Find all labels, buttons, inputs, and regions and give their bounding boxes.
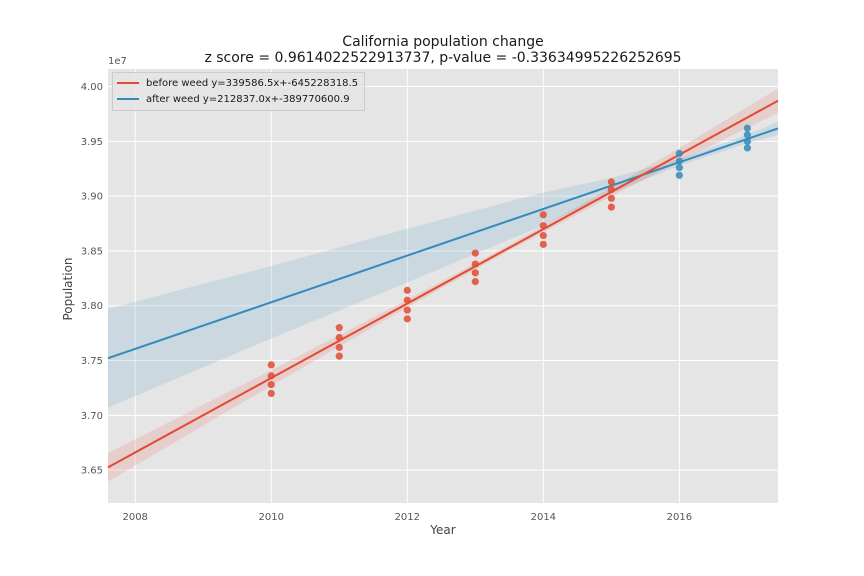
data-point-before (267, 389, 275, 398)
data-point-before (267, 381, 275, 389)
data-point-before (335, 324, 343, 332)
data-point-before (471, 249, 479, 257)
data-point-before (471, 260, 479, 268)
data-point-before (267, 361, 275, 369)
y-tick-label: 3.80 (81, 301, 103, 312)
y-axis-offset-label: 1e7 (108, 56, 127, 67)
legend-label-after: after weed y=212837.0x+-389770600.9 (146, 93, 350, 105)
y-tick-label: 3.70 (81, 411, 103, 422)
data-point-before (607, 203, 615, 211)
chart-title: California population change (342, 34, 544, 50)
data-point-after (675, 157, 683, 165)
data-point-after (675, 171, 683, 179)
data-point-before (471, 269, 479, 277)
y-tick-label: 4.00 (81, 82, 103, 93)
x-tick-label: 2008 (122, 512, 147, 523)
regression-lines (107, 99, 779, 469)
chart-subtitle: z score = 0.9614022522913737, p-value = … (204, 50, 682, 66)
data-point-before (539, 211, 547, 219)
y-tick-label: 3.95 (81, 137, 103, 148)
data-point-before (403, 306, 411, 314)
axis-ticks: 2008 2010 2012 2014 2016 3.65 3.70 3.75 3.80 3.85… (81, 82, 692, 523)
grid-lines (108, 69, 778, 503)
regression-line-after (107, 127, 779, 360)
legend-swatch-before (117, 82, 139, 84)
data-point-before (539, 231, 547, 240)
regression-line-before (107, 99, 779, 469)
data-point-before (267, 372, 275, 380)
data-point-before (403, 286, 411, 294)
data-point-before (607, 178, 615, 186)
data-point-before (607, 185, 615, 194)
y-tick-label: 3.65 (81, 466, 103, 477)
data-point-after (675, 149, 683, 157)
data-point-before (335, 352, 343, 360)
data-point-before (539, 222, 547, 230)
y-tick-label: 3.75 (81, 356, 103, 367)
legend: before weed y=339586.5x+-645228318.5 aft… (112, 72, 366, 111)
data-point-before (607, 194, 615, 202)
data-point-before (471, 278, 479, 286)
legend-entry-before: before weed y=339586.5x+-645228318.5 (117, 75, 358, 91)
data-point-before (539, 240, 547, 248)
data-point-before (335, 343, 343, 351)
y-axis-label: Population (61, 257, 75, 321)
legend-label-before: before weed y=339586.5x+-645228318.5 (146, 77, 359, 89)
data-point-before (403, 296, 411, 304)
data-point-after (743, 144, 751, 152)
x-tick-label: 2014 (531, 512, 556, 523)
data-point-after (743, 124, 751, 132)
data-point-after (675, 164, 683, 172)
legend-entry-after: after weed y=212837.0x+-389770600.9 (117, 91, 358, 107)
data-point-after (743, 137, 751, 145)
y-tick-label: 3.85 (81, 246, 103, 257)
x-tick-label: 2016 (667, 512, 692, 523)
x-tick-label: 2012 (395, 512, 420, 523)
data-point-after (743, 131, 751, 139)
y-tick-label: 3.90 (81, 192, 103, 203)
data-points (267, 124, 751, 398)
x-axis-label: Year (430, 523, 456, 537)
data-point-before (403, 315, 411, 323)
x-tick-label: 2010 (259, 512, 284, 523)
legend-swatch-after (117, 98, 139, 100)
data-point-before (335, 333, 343, 342)
